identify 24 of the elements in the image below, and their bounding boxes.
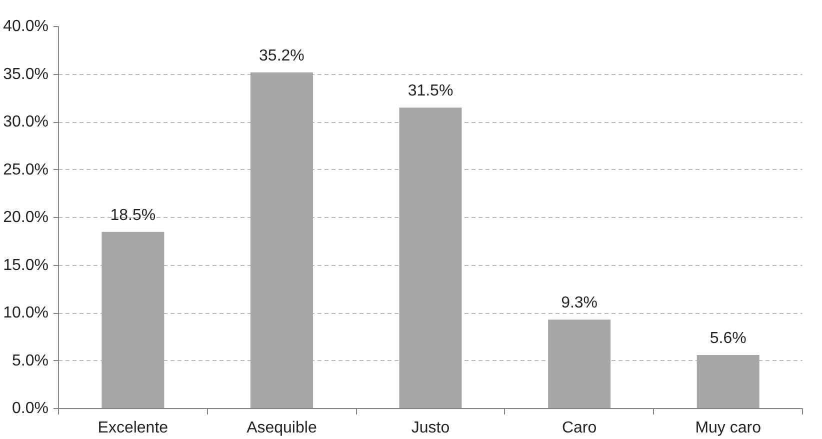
x-tick-label: Excelente	[98, 420, 168, 436]
x-tick-label: Justo	[411, 420, 450, 436]
x-tick-label: Asequible	[246, 420, 317, 436]
y-tick-label: 30.0%	[3, 114, 49, 130]
y-tick-label: 10.0%	[3, 304, 49, 322]
y-tick-label: 15.0%	[3, 256, 49, 274]
bar	[548, 320, 611, 408]
bar	[399, 108, 462, 408]
y-tick-label: 40.0%	[3, 18, 49, 35]
y-tick-label: 5.0%	[12, 352, 48, 370]
bar	[102, 232, 164, 408]
data-label: 18.5%	[110, 206, 156, 224]
bar	[250, 72, 313, 408]
data-label: 35.2%	[259, 47, 304, 64]
data-label: 5.6%	[710, 330, 746, 348]
y-tick-label: 25.0%	[3, 161, 49, 178]
bar	[696, 355, 760, 408]
data-label: 31.5%	[408, 82, 454, 100]
y-tick-label: 20.0%	[3, 209, 49, 226]
x-tick-label: Muy caro	[695, 420, 762, 436]
y-tick-label: 0.0%	[12, 400, 48, 417]
data-label: 9.3%	[561, 294, 598, 312]
y-tick-label: 35.0%	[3, 66, 49, 83]
x-tick-label: Caro	[562, 420, 597, 436]
